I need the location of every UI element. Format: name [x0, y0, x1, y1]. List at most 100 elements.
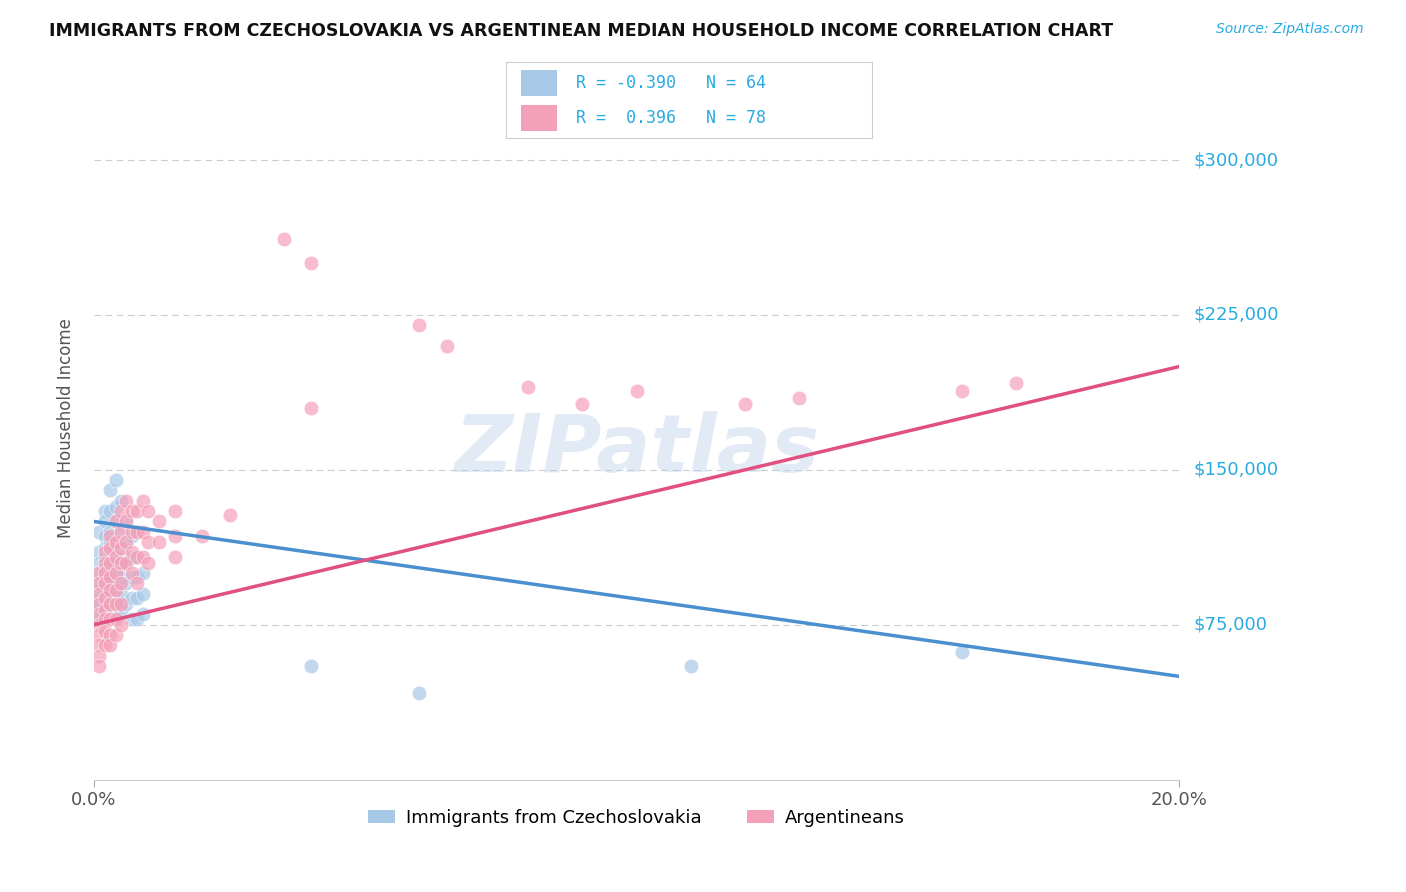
- Point: [94, 576, 117, 591]
- Point: [98, 587, 121, 601]
- Point: [94, 639, 117, 653]
- Point: [110, 541, 132, 556]
- Point: [787, 391, 810, 405]
- Point: [121, 566, 143, 580]
- Point: [94, 566, 117, 580]
- Point: [104, 628, 127, 642]
- Point: [104, 549, 127, 564]
- Bar: [520, 70, 557, 95]
- Point: [950, 644, 973, 658]
- Point: [950, 384, 973, 399]
- Text: R =  0.396   N = 78: R = 0.396 N = 78: [575, 109, 766, 127]
- Point: [89, 566, 111, 580]
- Point: [136, 504, 159, 518]
- Point: [94, 515, 117, 529]
- Point: [94, 624, 117, 638]
- Point: [132, 524, 155, 539]
- Point: [121, 549, 143, 564]
- Point: [89, 617, 111, 632]
- Point: [1005, 376, 1028, 390]
- Point: [115, 515, 138, 529]
- Point: [110, 617, 132, 632]
- Point: [110, 556, 132, 570]
- Text: $300,000: $300,000: [1194, 151, 1278, 169]
- Point: [104, 515, 127, 529]
- Point: [136, 556, 159, 570]
- Legend: Immigrants from Czechoslovakia, Argentineans: Immigrants from Czechoslovakia, Argentin…: [361, 801, 912, 834]
- Point: [98, 582, 121, 597]
- Point: [104, 582, 127, 597]
- Point: [104, 566, 127, 580]
- Point: [127, 570, 149, 584]
- Point: [94, 504, 117, 518]
- Point: [89, 607, 111, 622]
- Point: [98, 556, 121, 570]
- Point: [94, 545, 117, 559]
- Point: [89, 576, 111, 591]
- Point: [98, 524, 121, 539]
- Point: [121, 570, 143, 584]
- Point: [408, 318, 430, 333]
- Point: [127, 549, 149, 564]
- Point: [110, 587, 132, 601]
- Bar: [520, 105, 557, 130]
- Point: [571, 397, 593, 411]
- Text: $225,000: $225,000: [1194, 306, 1278, 324]
- Point: [98, 541, 121, 556]
- Point: [98, 597, 121, 611]
- Point: [148, 535, 170, 549]
- Point: [408, 686, 430, 700]
- Point: [89, 597, 111, 611]
- Point: [89, 611, 111, 625]
- Point: [98, 628, 121, 642]
- Point: [94, 541, 117, 556]
- Text: ZIPatlas: ZIPatlas: [454, 410, 820, 489]
- Point: [89, 524, 111, 539]
- Point: [115, 597, 138, 611]
- Point: [98, 504, 121, 518]
- Point: [89, 628, 111, 642]
- Point: [89, 587, 111, 601]
- Point: [218, 508, 240, 523]
- Point: [299, 256, 322, 270]
- Point: [132, 566, 155, 580]
- Point: [115, 535, 138, 549]
- Point: [94, 591, 117, 605]
- Point: [110, 493, 132, 508]
- Point: [132, 587, 155, 601]
- Point: [127, 524, 149, 539]
- Point: [89, 659, 111, 673]
- Point: [626, 384, 648, 399]
- Point: [98, 535, 121, 549]
- Point: [98, 529, 121, 543]
- Point: [104, 515, 127, 529]
- Point: [132, 549, 155, 564]
- Text: $75,000: $75,000: [1194, 615, 1267, 633]
- Point: [104, 535, 127, 549]
- Point: [115, 556, 138, 570]
- Point: [110, 504, 132, 518]
- Point: [165, 504, 187, 518]
- Point: [94, 549, 117, 564]
- Point: [273, 231, 295, 245]
- Point: [98, 556, 121, 570]
- Point: [127, 591, 149, 605]
- Point: [110, 576, 132, 591]
- Point: [104, 591, 127, 605]
- Text: $150,000: $150,000: [1194, 461, 1278, 479]
- Point: [89, 545, 111, 559]
- Point: [104, 535, 127, 549]
- Point: [121, 524, 143, 539]
- Point: [104, 500, 127, 514]
- Point: [104, 597, 127, 611]
- Point: [94, 581, 117, 595]
- Point: [110, 556, 132, 570]
- Point: [679, 659, 702, 673]
- Point: [132, 493, 155, 508]
- Point: [165, 529, 187, 543]
- Point: [98, 545, 121, 559]
- Point: [98, 566, 121, 580]
- Point: [104, 566, 127, 580]
- Text: Source: ZipAtlas.com: Source: ZipAtlas.com: [1216, 22, 1364, 37]
- Point: [121, 611, 143, 625]
